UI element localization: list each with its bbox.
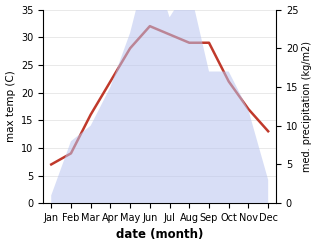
X-axis label: date (month): date (month) — [116, 228, 204, 242]
Y-axis label: med. precipitation (kg/m2): med. precipitation (kg/m2) — [302, 41, 313, 172]
Y-axis label: max temp (C): max temp (C) — [5, 70, 16, 142]
